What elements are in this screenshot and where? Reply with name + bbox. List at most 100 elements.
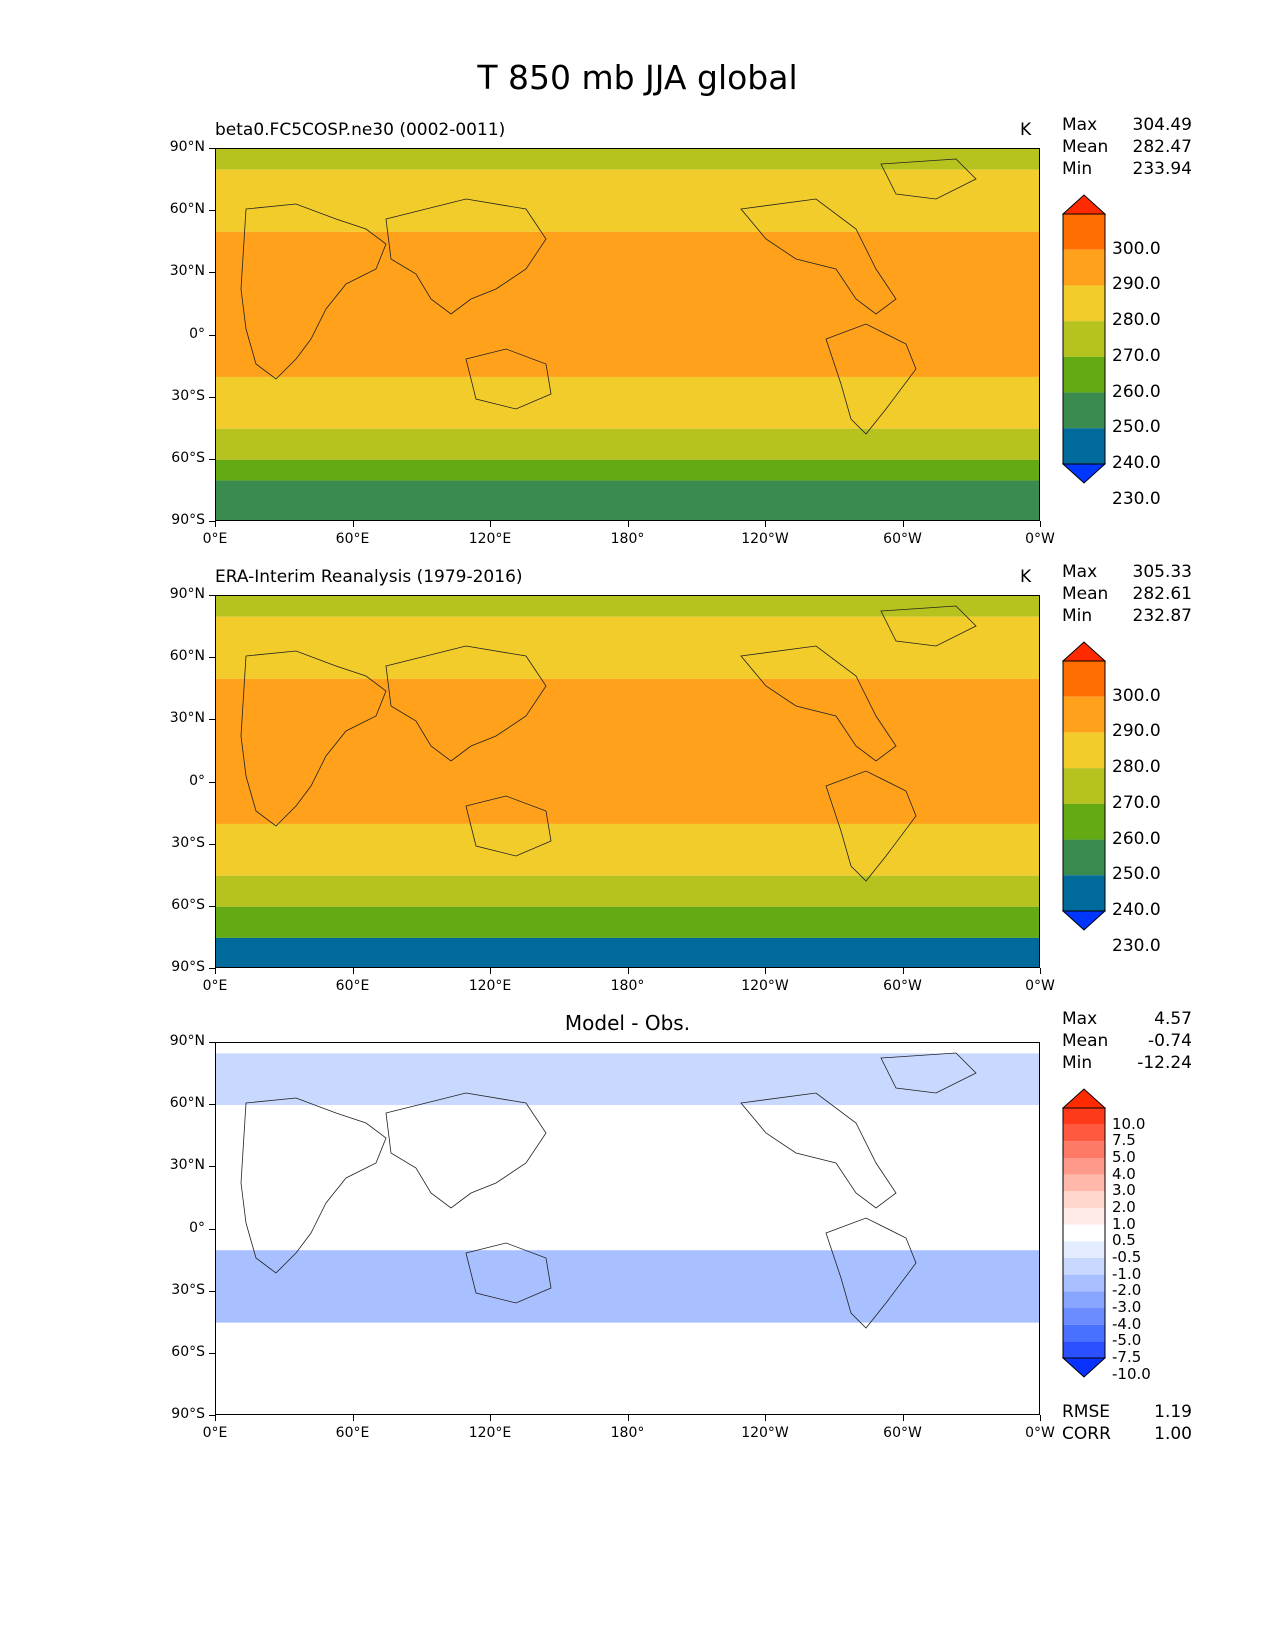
colorbar-segment-5 (1063, 803, 1105, 840)
y-tick-mark (209, 1352, 215, 1354)
extra-stat-row-rmse: RMSE 1.19 (1062, 1401, 1192, 1423)
x-tick-label: 120°E (468, 531, 512, 547)
units-label: K (1020, 567, 1032, 587)
colorbar-tick-label: -7.5 (1112, 1348, 1142, 1366)
value-band-7 (216, 937, 1039, 967)
map-svg (216, 1043, 1039, 1414)
y-tick-mark (209, 843, 215, 845)
coastline-3 (465, 1242, 552, 1304)
coastline-2 (385, 645, 547, 762)
colorbar-extend-max (1062, 1088, 1106, 1109)
colorbar-tick-label: 230.0 (1112, 488, 1161, 509)
colorbar-segment-3 (1063, 285, 1105, 322)
x-tick-mark (490, 1415, 491, 1421)
y-tick-mark (209, 1166, 215, 1168)
panel-title: beta0.FC5COSP.ne30 (0002-0011) (215, 120, 506, 140)
panel-title: ERA-Interim Reanalysis (1979-2016) (215, 567, 523, 587)
coastline-5 (825, 323, 917, 435)
colorbar-segment-4 (1063, 1158, 1105, 1175)
coastline-1 (240, 1097, 387, 1274)
stat-row-min: Min -12.24 (1062, 1052, 1192, 1074)
colorbar-segment-2 (1063, 249, 1105, 286)
coastline-3 (465, 795, 552, 857)
value-band-6 (216, 906, 1039, 938)
coastline-4 (740, 198, 897, 315)
units-label: K (1020, 120, 1032, 140)
y-tick-label: 30°N (169, 1157, 205, 1174)
stat-name: Max (1062, 562, 1098, 582)
stat-value: 305.33 (1132, 562, 1192, 582)
value-band-2 (216, 616, 1039, 679)
coastline-5 (825, 770, 917, 882)
colorbar-segment-3 (1063, 1141, 1105, 1158)
y-tick-label: 90°S (171, 512, 205, 528)
x-tick-label: 0°W (1025, 978, 1055, 994)
colorbar-tick-label: -1.0 (1112, 1264, 1142, 1283)
y-tick-mark (209, 272, 215, 274)
y-tick-mark (209, 1042, 215, 1043)
stat-name: Mean (1062, 584, 1109, 604)
stat-name: RMSE (1062, 1402, 1111, 1422)
coastline-3 (465, 348, 552, 410)
y-tick-mark (209, 334, 215, 336)
x-tick-mark (215, 1415, 216, 1421)
stat-name: Min (1062, 159, 1093, 179)
colorbar-tick-label: 1.0 (1112, 1214, 1136, 1233)
value-band-2 (216, 1105, 1039, 1251)
y-tick-label: 0° (189, 325, 205, 342)
x-tick-label: 180° (610, 1425, 645, 1441)
x-tick-mark (765, 1415, 766, 1421)
stats-box: Max 305.33 Mean 282.61 Min 232.87 (1062, 561, 1192, 627)
value-band-6 (216, 459, 1039, 481)
x-tick-label: 60°E (335, 1425, 370, 1441)
map-plot-area (215, 595, 1040, 968)
x-tick-label: 180° (610, 978, 645, 994)
x-tick-mark (627, 1415, 629, 1421)
value-band-7 (216, 480, 1039, 520)
value-band-5 (216, 428, 1039, 460)
stat-name: CORR (1062, 1424, 1111, 1444)
colorbar-extend-min (1062, 910, 1106, 931)
stat-name: Min (1062, 1053, 1093, 1073)
colorbar-frame (1062, 1107, 1106, 1359)
colorbar-tick-label: 260.0 (1112, 828, 1161, 849)
x-tick-label: 120°E (468, 1425, 512, 1441)
x-tick-mark (1040, 968, 1041, 974)
x-tick-mark (215, 968, 216, 974)
colorbar-tick-label: 4.0 (1112, 1164, 1136, 1183)
map-svg (216, 596, 1039, 967)
x-tick-label: 120°E (468, 978, 512, 994)
stat-value: -12.24 (1137, 1053, 1192, 1073)
panel-title: Model - Obs. (564, 1011, 691, 1035)
coastline-2 (385, 198, 547, 315)
colorbar-tick-label: 250.0 (1112, 864, 1161, 885)
y-tick-mark (209, 1228, 215, 1230)
y-tick-label: 30°N (169, 263, 205, 280)
figure-title: T 850 mb JJA global (477, 58, 798, 97)
x-tick-label: 0°E (202, 978, 228, 994)
colorbar-segment-4 (1063, 768, 1105, 804)
x-tick-mark (765, 521, 766, 527)
colorbar-tick-label: 0.5 (1112, 1231, 1136, 1250)
colorbar-tick-label: 300.0 (1112, 685, 1161, 706)
colorbar-tick-label: 260.0 (1112, 381, 1161, 402)
stat-row-mean: Mean 282.61 (1062, 583, 1192, 605)
stat-name: Min (1062, 606, 1093, 626)
x-tick-mark (352, 968, 354, 974)
x-tick-mark (490, 968, 491, 974)
colorbar-tick-label: 270.0 (1112, 345, 1161, 366)
x-tick-mark (490, 521, 491, 527)
stat-row-mean: Mean 282.47 (1062, 136, 1192, 158)
colorbar-segment-1 (1063, 661, 1105, 697)
colorbar-tick-label: 10.0 (1112, 1114, 1146, 1133)
colorbar-segment-3 (1063, 732, 1105, 769)
x-tick-mark (902, 968, 904, 974)
colorbar-tick-label: 230.0 (1112, 935, 1161, 956)
colorbar-segment-8 (1063, 1224, 1105, 1242)
colorbar-tick-label: 240.0 (1112, 453, 1161, 473)
colorbar-tick-label: -2.0 (1112, 1281, 1142, 1300)
stat-value: 304.49 (1132, 115, 1192, 135)
colorbar-frame (1062, 660, 1106, 912)
x-tick-label: 60°W (883, 978, 922, 994)
stat-value: -0.74 (1148, 1031, 1192, 1051)
